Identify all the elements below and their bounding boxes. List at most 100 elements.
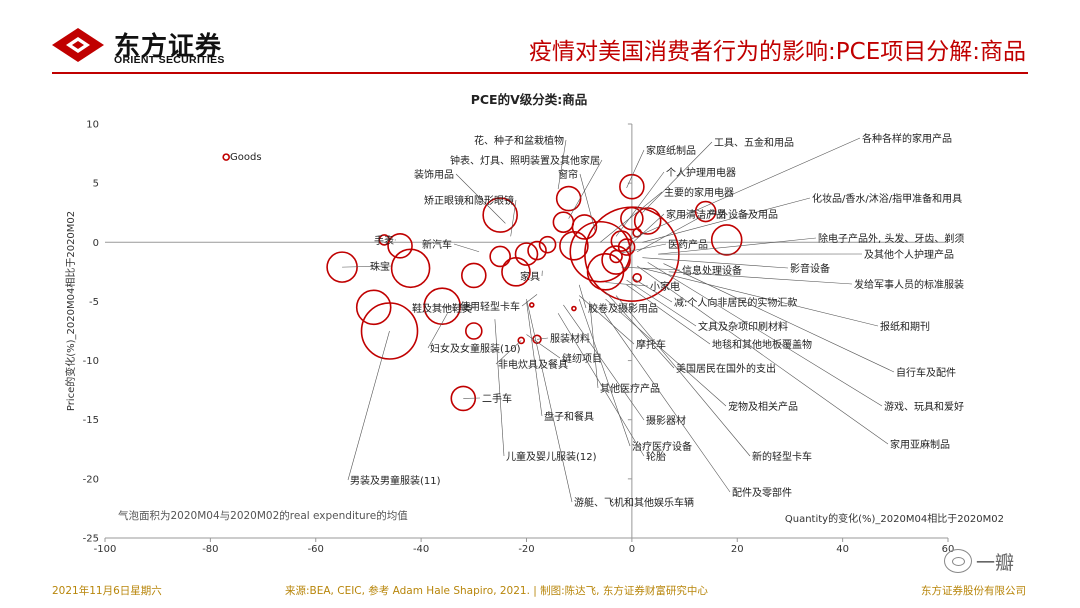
leader-line (658, 237, 817, 255)
bubble (694, 200, 717, 223)
leader-line (526, 298, 573, 503)
leader-line (631, 137, 861, 240)
bubble (387, 233, 413, 259)
annotation-label: 窗帘 (558, 168, 578, 181)
annotation-label: 轮胎 (646, 450, 666, 463)
footer-source: 来源:BEA, CEIC, 参考 Adam Hale Shapiro, 2021… (285, 585, 708, 597)
logo-diamond-icon (52, 28, 104, 62)
leader-line (668, 271, 853, 285)
leader-line (521, 294, 538, 307)
x-tick-label: -60 (308, 544, 324, 555)
footer-date: 2021年11月6日星期六 (52, 585, 162, 597)
annotation-label: 宠物及相关产品 (728, 400, 798, 413)
leader-line (563, 304, 645, 421)
leader-line (605, 282, 649, 287)
annotation-label: 服装材料 (550, 332, 590, 345)
annotation-label: 摄影器材 (646, 414, 686, 427)
leader-line (455, 173, 506, 224)
x-axis-label: Quantity的变化(%)_2020M04相比于2020M02 (785, 512, 1004, 525)
annotation-label: 个人护理用电器 (666, 166, 736, 179)
leader-line (431, 305, 475, 309)
leader-line (663, 263, 895, 373)
annotation-label: 除电子产品外, 头发、牙齿、剃须 (818, 232, 964, 245)
annotation-label: 配件及零部件 (732, 486, 792, 499)
bubble (571, 305, 577, 312)
annotation-label: 家具 (520, 270, 540, 283)
leader-line (427, 313, 448, 349)
annotation-label: 盘子和餐具 (544, 410, 594, 423)
footer-bar: 2021年11月6日星期六 来源:BEA, CEIC, 参考 Adam Hale… (0, 583, 1080, 601)
chart-axes: -100 -80 -60 -40 -20 0 20 40 60 -25 -20 -15 -10 -5 0 5 1… (83, 120, 955, 556)
annotation-label: 家用清洁产品 (666, 208, 726, 221)
leader-line (578, 298, 631, 447)
annotation-label: 家庭纸制品 (646, 144, 696, 157)
bubble-chart: PCE的V级分类:商品 -100 -80 -60 -40 -20 0 20 40 60-25-2… (64, 92, 1004, 556)
bubble (632, 272, 642, 283)
leader-line (626, 149, 645, 188)
leader-line (642, 141, 713, 213)
bubble (517, 336, 526, 345)
bubble (482, 197, 518, 233)
leader-line (621, 243, 667, 254)
annotation-label: 矫正眼镜和隐形眼镜 (424, 194, 514, 207)
annotation-label: 游戏、玩具和爱好 (884, 400, 964, 413)
bubble (527, 240, 547, 261)
x-tick-label: -40 (413, 544, 429, 555)
annotation-label: 治疗医疗设备 (632, 440, 692, 453)
leader-line (605, 291, 675, 369)
leader-line (495, 340, 522, 365)
leader-line (642, 197, 811, 243)
bubble (633, 207, 662, 235)
y-tick-label: 0 (93, 238, 99, 249)
annotation-label: 二手车 (482, 392, 512, 405)
annotation-label: 文具及杂项印刷材料 (698, 320, 788, 333)
annotation-label: 及其他个人护理产品 (864, 248, 954, 261)
bubble (586, 253, 625, 291)
annotation-label: 钟表、灯具、照明装置及其他家居 (450, 154, 600, 167)
leader-line (526, 301, 543, 417)
y-tick-label: 5 (93, 179, 99, 190)
leader-line (642, 257, 789, 269)
x-tick-label: 0 (629, 544, 635, 555)
annotation-label: 摩托车 (636, 338, 666, 351)
leader-line (600, 307, 731, 493)
leader-line (626, 284, 711, 345)
annotation-label: 户外设备及用品 (708, 208, 778, 221)
y-axis-label: Price的变化(%)_2020M04相比于2020M02 (64, 211, 77, 411)
leader-line (510, 199, 517, 237)
annotation-label: 报纸和期刊 (880, 320, 930, 333)
annotation-label: 非电炊具及餐具 (498, 358, 568, 371)
leader-line (636, 213, 707, 253)
bubble (528, 302, 535, 308)
leader-line (453, 243, 480, 253)
bubble (326, 251, 358, 283)
annotation-label: 美国居民在国外的支出 (676, 362, 776, 375)
leader-line (642, 268, 879, 327)
leader-line (600, 191, 663, 243)
annotation-label: 胶卷及摄影用品 (588, 302, 658, 315)
annotation-label: 发给军事人员的标准服装 (854, 278, 964, 291)
y-tick-label: 10 (86, 120, 99, 131)
leader-line (347, 330, 390, 481)
bubble (465, 322, 483, 340)
bubble (710, 224, 743, 256)
annotation-label: 新汽车 (422, 238, 452, 251)
annotation-label: 工具、五金和用品 (714, 136, 794, 149)
annotation-label: 减:个人向非居民的实物汇款 (674, 296, 797, 309)
x-tick-label: 40 (836, 544, 849, 555)
leader-line (647, 262, 883, 407)
bubble (571, 214, 598, 240)
annotation-label: 化妆品/香水/沐浴/指甲准备和用具 (812, 192, 962, 205)
y-tick-label: -25 (83, 534, 99, 545)
annotation-label: 信息处理设备 (682, 264, 742, 277)
logo-chinese-name: 东方证券 (114, 32, 223, 62)
bubble (461, 262, 487, 289)
leader-line (342, 265, 393, 268)
leader-line (526, 334, 561, 359)
annotation-label: 各种各样的家用产品 (862, 132, 952, 145)
y-tick-label: -20 (83, 474, 99, 485)
bubble (423, 287, 462, 325)
bubble (360, 302, 419, 360)
bubble (601, 245, 631, 275)
